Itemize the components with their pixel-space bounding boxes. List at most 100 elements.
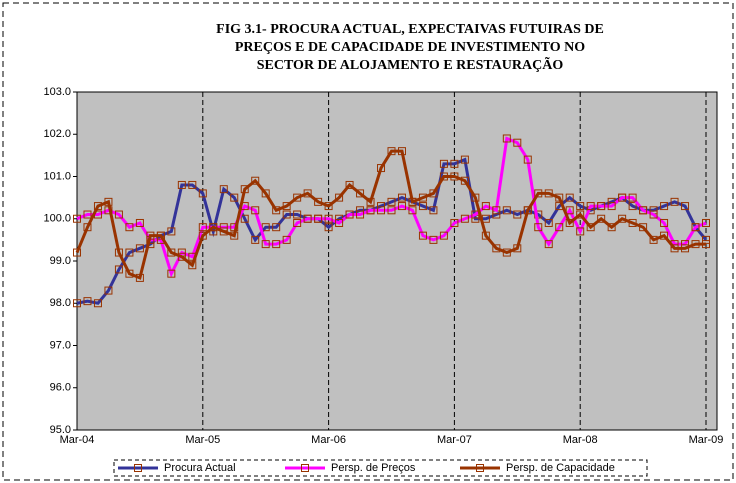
- point-marker: [240, 214, 249, 223]
- point-marker: [544, 218, 553, 227]
- point-marker: [513, 244, 522, 253]
- y-tick-label: 98.0: [50, 297, 71, 309]
- y-tick-label: 101.0: [43, 170, 71, 182]
- point-marker: [345, 210, 354, 219]
- point-marker: [198, 189, 207, 198]
- legend-marker: [134, 464, 142, 472]
- legend-marker: [476, 464, 484, 472]
- point-marker: [335, 193, 344, 202]
- point-marker: [691, 240, 700, 249]
- point-marker: [565, 218, 574, 227]
- point-marker: [282, 202, 291, 211]
- point-marker: [492, 206, 501, 215]
- point-marker: [219, 227, 228, 236]
- point-marker: [586, 202, 595, 211]
- point-marker: [397, 202, 406, 211]
- point-marker: [450, 172, 459, 181]
- point-marker: [335, 218, 344, 227]
- point-marker: [418, 202, 427, 211]
- point-marker: [251, 176, 260, 185]
- point-marker: [565, 193, 574, 202]
- point-marker: [156, 231, 165, 240]
- point-marker: [586, 223, 595, 232]
- point-marker: [125, 269, 134, 278]
- legend-label: Persp. de Capacidade: [506, 462, 615, 474]
- point-marker: [418, 193, 427, 202]
- point-marker: [408, 197, 417, 206]
- point-marker: [272, 240, 281, 249]
- point-marker: [523, 206, 532, 215]
- point-marker: [408, 206, 417, 215]
- point-marker: [481, 231, 490, 240]
- point-marker: [293, 193, 302, 202]
- x-tick-label: Mar-04: [60, 434, 95, 446]
- point-marker: [293, 210, 302, 219]
- point-marker: [114, 265, 123, 274]
- point-marker: [209, 223, 218, 232]
- point-marker: [198, 231, 207, 240]
- point-marker: [439, 231, 448, 240]
- point-marker: [188, 261, 197, 270]
- point-marker: [167, 248, 176, 257]
- point-marker: [345, 180, 354, 189]
- point-marker: [471, 193, 480, 202]
- point-marker: [261, 223, 270, 232]
- plot-area: [76, 91, 718, 431]
- y-tick-label: 102.0: [43, 128, 71, 140]
- point-marker: [366, 197, 375, 206]
- point-marker: [366, 206, 375, 215]
- point-marker: [324, 214, 333, 223]
- point-marker: [303, 214, 312, 223]
- point-marker: [83, 210, 92, 219]
- point-marker: [135, 218, 144, 227]
- point-marker: [513, 138, 522, 147]
- point-marker: [534, 223, 543, 232]
- point-marker: [83, 297, 92, 306]
- point-marker: [261, 240, 270, 249]
- point-marker: [492, 244, 501, 253]
- chart-title: FIG 3.1- PROCURA ACTUAL, EXPECTAIVAS FUT…: [216, 22, 604, 37]
- point-marker: [628, 202, 637, 211]
- point-marker: [377, 164, 386, 173]
- point-marker: [691, 223, 700, 232]
- point-marker: [565, 206, 574, 215]
- point-marker: [282, 210, 291, 219]
- point-marker: [73, 299, 81, 308]
- point-marker: [314, 197, 323, 206]
- point-marker: [177, 180, 186, 189]
- point-marker: [597, 214, 606, 223]
- point-marker: [83, 223, 92, 232]
- point-marker: [272, 206, 281, 215]
- point-marker: [356, 189, 365, 198]
- point-marker: [324, 202, 333, 211]
- point-marker: [660, 218, 669, 227]
- point-marker: [104, 286, 113, 295]
- point-marker: [73, 248, 81, 257]
- point-marker: [702, 240, 710, 249]
- point-marker: [429, 235, 438, 244]
- point-marker: [272, 223, 281, 232]
- point-marker: [114, 248, 123, 257]
- point-marker: [639, 206, 648, 215]
- point-marker: [607, 202, 616, 211]
- point-marker: [251, 206, 260, 215]
- x-tick-label: Mar-06: [311, 434, 346, 446]
- point-marker: [460, 214, 469, 223]
- point-marker: [303, 189, 312, 198]
- point-marker: [607, 223, 616, 232]
- point-marker: [597, 202, 606, 211]
- legend-marker: [301, 464, 309, 472]
- point-marker: [555, 193, 564, 202]
- point-marker: [93, 299, 102, 308]
- chart-title: SECTOR DE ALOJAMENTO E RESTAURAÇÃO: [257, 55, 564, 73]
- point-marker: [576, 210, 585, 219]
- legend-label: Persp. de Preços: [331, 462, 416, 474]
- point-marker: [230, 193, 239, 202]
- point-marker: [639, 223, 648, 232]
- chart-title: PREÇOS E DE CAPACIDADE DE INVESTIMENTO N…: [235, 40, 585, 55]
- point-marker: [418, 231, 427, 240]
- point-marker: [387, 206, 396, 215]
- series-line: [75, 149, 706, 280]
- point-marker: [513, 210, 522, 219]
